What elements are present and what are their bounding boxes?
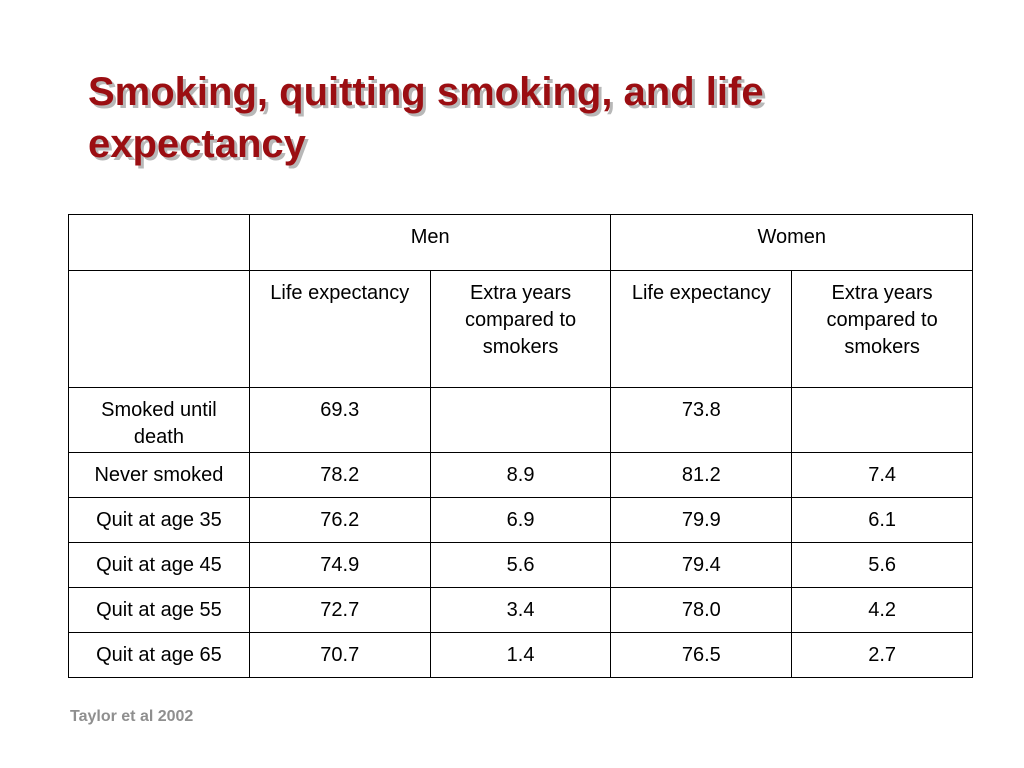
table-cell: 76.5 <box>610 632 793 678</box>
source-citation: Taylor et al 2002 <box>70 708 194 725</box>
group-header-row: Men Women <box>68 214 973 271</box>
table-cell: 5.6 <box>429 542 612 588</box>
table-row: Quit at age 35 76.2 6.9 79.9 6.1 <box>68 497 973 543</box>
table-cell: 5.6 <box>791 542 973 588</box>
row-label: Quit at age 65 <box>68 632 250 678</box>
empty-corner-cell <box>68 214 250 271</box>
table-cell: 69.3 <box>248 387 431 453</box>
empty-label-cell <box>68 270 250 388</box>
table-cell: 4.2 <box>791 587 973 633</box>
group-header-men: Men <box>248 214 612 271</box>
table-cell: 1.4 <box>429 632 612 678</box>
table-cell: 81.2 <box>610 452 793 498</box>
table-cell <box>429 387 612 453</box>
table-cell: 6.1 <box>791 497 973 543</box>
table-cell: 76.2 <box>248 497 431 543</box>
table-cell: 3.4 <box>429 587 612 633</box>
subheader-women-life-expectancy: Life expectancy <box>610 270 793 388</box>
row-label: Quit at age 55 <box>68 587 250 633</box>
table-row: Quit at age 45 74.9 5.6 79.4 5.6 <box>68 542 973 588</box>
row-label: Smoked until death <box>68 387 250 453</box>
table-cell: 74.9 <box>248 542 431 588</box>
table-row: Quit at age 55 72.7 3.4 78.0 4.2 <box>68 587 973 633</box>
table-cell: 70.7 <box>248 632 431 678</box>
table-row: Smoked until death 69.3 73.8 <box>68 387 973 453</box>
row-label: Quit at age 45 <box>68 542 250 588</box>
life-expectancy-table: Men Women Life expectancy Extra years co… <box>68 214 973 678</box>
table-cell: 2.7 <box>791 632 973 678</box>
table-cell: 72.7 <box>248 587 431 633</box>
table-row: Quit at age 65 70.7 1.4 76.5 2.7 <box>68 632 973 678</box>
table-cell: 73.8 <box>610 387 793 453</box>
group-header-women: Women <box>610 214 973 271</box>
subheader-women-extra-years: Extra years compared to smokers <box>791 270 973 388</box>
sub-header-row: Life expectancy Extra years compared to … <box>68 270 973 388</box>
table-cell: 8.9 <box>429 452 612 498</box>
subheader-men-life-expectancy: Life expectancy <box>248 270 431 388</box>
subheader-men-extra-years: Extra years compared to smokers <box>429 270 612 388</box>
row-label: Quit at age 35 <box>68 497 250 543</box>
table-row: Never smoked 78.2 8.9 81.2 7.4 <box>68 452 973 498</box>
table-cell: 78.2 <box>248 452 431 498</box>
table-cell: 7.4 <box>791 452 973 498</box>
table-cell: 79.4 <box>610 542 793 588</box>
slide-title: Smoking, quitting smoking, and life expe… <box>88 70 764 166</box>
table-cell: 6.9 <box>429 497 612 543</box>
table-cell <box>791 387 973 453</box>
table-cell: 79.9 <box>610 497 793 543</box>
row-label: Never smoked <box>68 452 250 498</box>
table-cell: 78.0 <box>610 587 793 633</box>
